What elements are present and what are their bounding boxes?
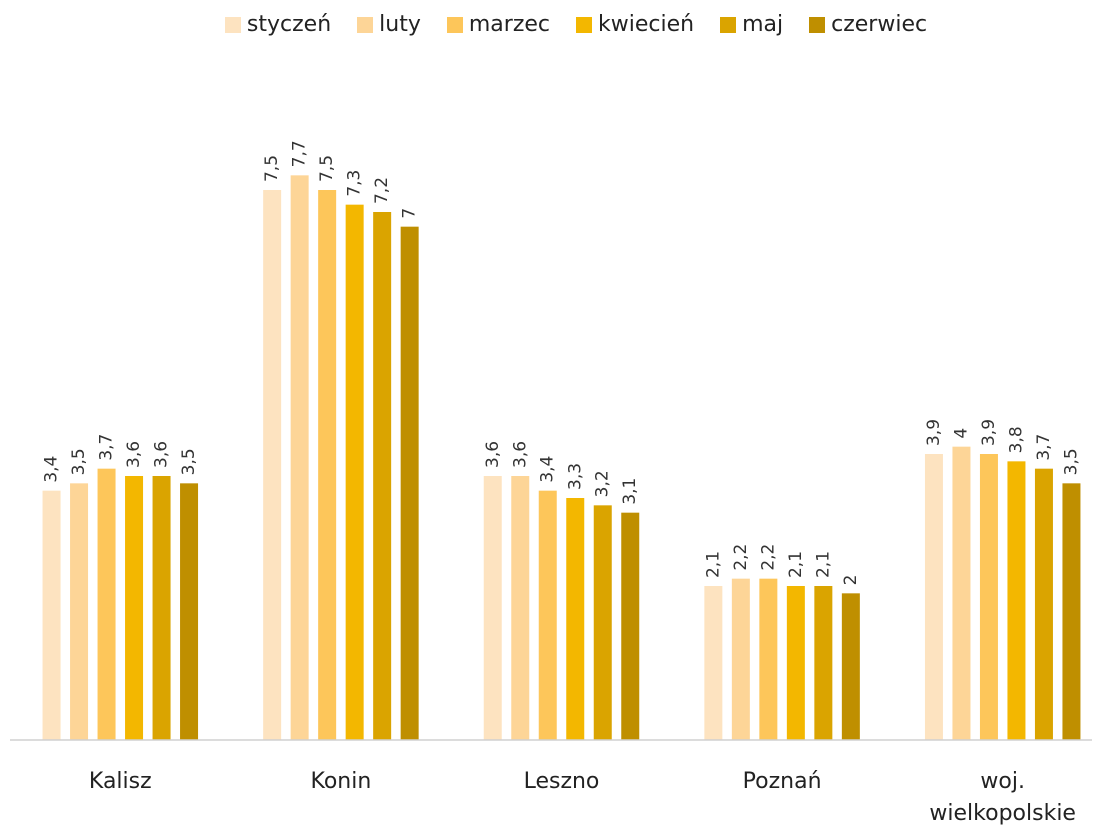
legend-label: kwiecień [598, 12, 695, 37]
legend-label: luty [379, 12, 421, 37]
x-tick-label: Leszno [523, 769, 600, 794]
bar [70, 483, 89, 740]
data-label: 7,5 [262, 155, 282, 182]
legend-swatch [809, 16, 826, 33]
data-label: 2,2 [731, 544, 751, 571]
data-label: 2,1 [786, 551, 806, 578]
data-label: 3,5 [179, 448, 199, 475]
data-label: 3,3 [565, 463, 585, 490]
legend-item: luty [357, 12, 421, 37]
bar [400, 226, 419, 740]
legend-item: marzec [446, 12, 550, 37]
data-label: 3,9 [924, 419, 944, 446]
data-label: 7,3 [345, 170, 365, 197]
data-label: 3,6 [152, 441, 172, 468]
bar [42, 490, 61, 740]
data-label: 3,6 [510, 441, 530, 468]
data-label: 4 [951, 428, 971, 439]
data-label: 3,4 [42, 456, 62, 483]
bar [979, 454, 998, 740]
data-label: 3,6 [124, 441, 144, 468]
bar [152, 476, 171, 740]
data-label: 3,2 [593, 470, 613, 497]
legend-item: styczeń [224, 12, 332, 37]
bar [1062, 483, 1081, 740]
data-label: 2,1 [813, 551, 833, 578]
legend-swatch [576, 16, 592, 33]
bar [786, 586, 805, 740]
legend-item: czerwiec [809, 12, 927, 37]
data-label: 3,9 [979, 419, 999, 446]
bar [373, 212, 392, 740]
bar [814, 586, 833, 740]
bar [621, 512, 640, 740]
bar [1007, 461, 1026, 740]
data-label: 2,1 [703, 551, 723, 578]
legend-label: marzec [468, 12, 550, 37]
x-tick-label: Konin [310, 769, 372, 794]
data-label: 3,7 [1034, 434, 1054, 461]
bar [841, 593, 860, 740]
bar [538, 490, 557, 740]
legend-label: styczeń [246, 12, 332, 37]
legend-label: maj [742, 12, 784, 37]
data-label: 3,4 [538, 456, 558, 483]
bar [290, 175, 309, 741]
data-label: 3,6 [483, 441, 503, 468]
bar [483, 476, 502, 740]
bar [318, 190, 337, 740]
bar [566, 498, 585, 740]
data-label: 7 [400, 208, 420, 219]
bar [759, 578, 778, 740]
data-label: 2,2 [758, 544, 778, 571]
legend-swatch [446, 16, 463, 33]
data-label: 3,8 [1006, 426, 1026, 453]
data-label: 7,2 [372, 177, 392, 204]
data-label: 3,1 [620, 478, 640, 505]
bar [924, 454, 943, 740]
legend-swatch [224, 16, 241, 33]
data-label: 2 [841, 575, 861, 586]
bar [511, 476, 530, 740]
legend-item: maj [720, 12, 783, 37]
bar [704, 586, 723, 740]
legend-swatch [357, 16, 374, 33]
bar [1034, 468, 1053, 740]
legend-swatch [720, 16, 737, 33]
data-label: 7,5 [317, 155, 337, 182]
bar [593, 505, 612, 740]
legend: styczeń luty marzec kwiecień maj czerwiec [0, 12, 1102, 37]
data-label: 7,7 [290, 140, 310, 167]
x-tick-label: woj. wielkopolskie [929, 769, 1076, 826]
bar [125, 476, 144, 740]
data-label: 3,7 [97, 434, 117, 461]
data-label: 3,5 [1061, 448, 1081, 475]
legend-item: kwiecień [576, 12, 694, 37]
x-tick-label: Kalisz [88, 769, 152, 794]
bar [97, 468, 116, 740]
bar [952, 446, 971, 740]
bar [180, 483, 199, 740]
bar [345, 204, 364, 740]
bar [263, 190, 282, 740]
legend-label: czerwiec [831, 12, 928, 37]
x-tick-label: Poznań [742, 769, 822, 794]
data-label: 3,5 [69, 448, 89, 475]
bar [731, 578, 750, 740]
